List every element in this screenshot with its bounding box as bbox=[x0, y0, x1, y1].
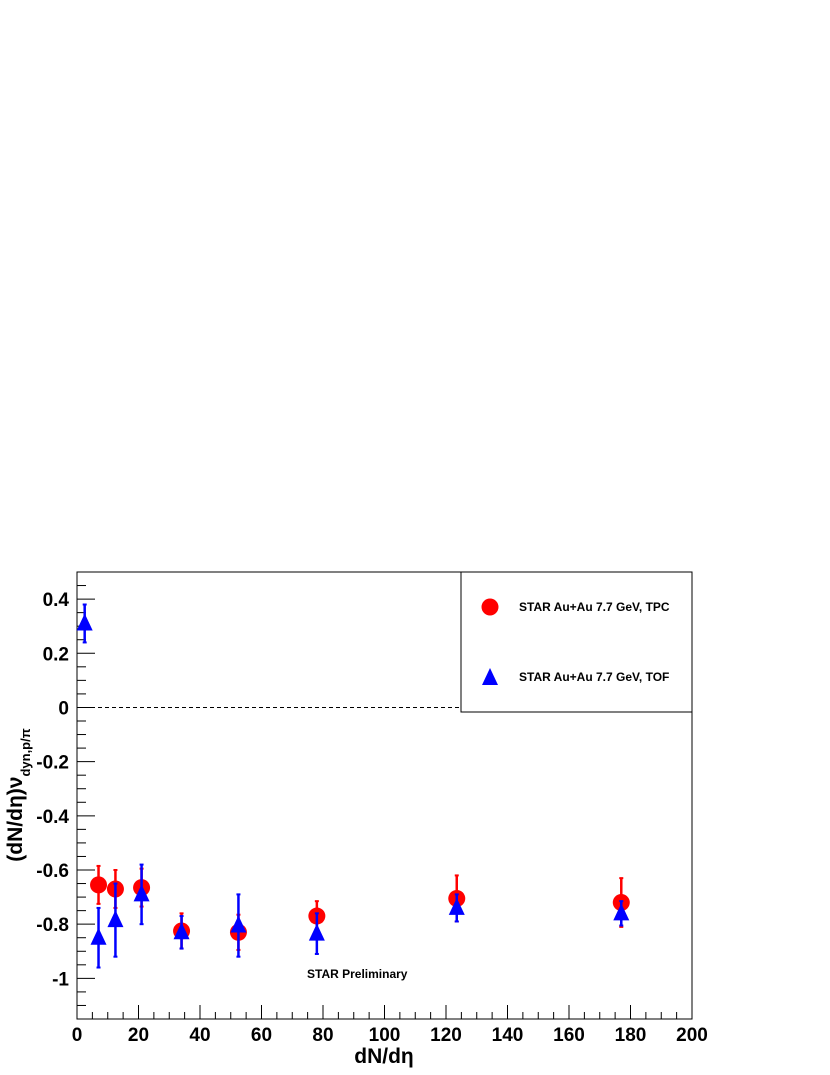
legend-box bbox=[460, 571, 693, 713]
legend-marker-tof bbox=[482, 668, 498, 685]
x-tick-label: 140 bbox=[492, 1025, 524, 1046]
x-tick-label: 100 bbox=[369, 1025, 401, 1046]
data-point-tof bbox=[230, 915, 247, 933]
y-tick-label: -0.4 bbox=[36, 807, 69, 828]
preliminary-annotation: STAR Preliminary bbox=[307, 967, 408, 981]
x-tick-label: 40 bbox=[189, 1025, 210, 1046]
legend-label-tpc: STAR Au+Au 7.7 GeV, TPC bbox=[519, 600, 670, 614]
x-tick-label: 80 bbox=[312, 1025, 333, 1046]
y-axis-title-subscript: dyn,p/π bbox=[18, 728, 33, 776]
x-tick-label: 60 bbox=[251, 1025, 272, 1046]
y-tick-label: 0.4 bbox=[43, 590, 70, 611]
y-axis-title: (dN/dη)νdyn,p/π bbox=[4, 728, 33, 861]
legend-label-tof: STAR Au+Au 7.7 GeV, TOF bbox=[519, 670, 669, 684]
x-tick-label: 200 bbox=[676, 1025, 708, 1046]
axis-tick-labels: 0 20 40 60 80 100 120 140 160 180 200 0.4 0.2 0 -0.2 -0… bbox=[36, 590, 708, 1046]
x-tick-label: 120 bbox=[430, 1025, 462, 1046]
data-markers bbox=[76, 603, 630, 969]
svg-text:(dN/dη)νdyn,p/π: (dN/dη)νdyn,p/π bbox=[4, 728, 33, 861]
y-tick-label: -0.2 bbox=[36, 753, 69, 774]
data-point-tof bbox=[173, 922, 190, 940]
data-point-tof bbox=[448, 897, 465, 915]
data-point-tof bbox=[133, 884, 150, 902]
x-tick-label: 160 bbox=[553, 1025, 585, 1046]
data-point-tof bbox=[90, 927, 107, 945]
x-axis-title: dN/dη bbox=[354, 1045, 413, 1068]
x-tick-label: 0 bbox=[72, 1025, 83, 1046]
y-tick-label: 0 bbox=[58, 698, 69, 719]
y-axis-title-main: (dN/dη)ν bbox=[4, 777, 27, 862]
legend: STAR Au+Au 7.7 GeV, TPC STAR Au+Au 7.7 G… bbox=[460, 571, 693, 713]
y-tick-label: -1 bbox=[52, 969, 69, 990]
y-tick-label: -0.6 bbox=[36, 861, 69, 882]
data-point-tpc bbox=[90, 876, 108, 894]
data-point-tof bbox=[613, 903, 630, 921]
x-tick-label: 20 bbox=[128, 1025, 149, 1046]
x-tick-label: 180 bbox=[615, 1025, 647, 1046]
data-point-tof bbox=[308, 923, 325, 941]
y-tick-label: 0.2 bbox=[43, 644, 69, 665]
y-tick-label: -0.8 bbox=[36, 915, 69, 936]
legend-marker-tpc bbox=[481, 598, 499, 616]
data-point-tof bbox=[107, 910, 124, 928]
data-point-tof bbox=[76, 613, 93, 631]
